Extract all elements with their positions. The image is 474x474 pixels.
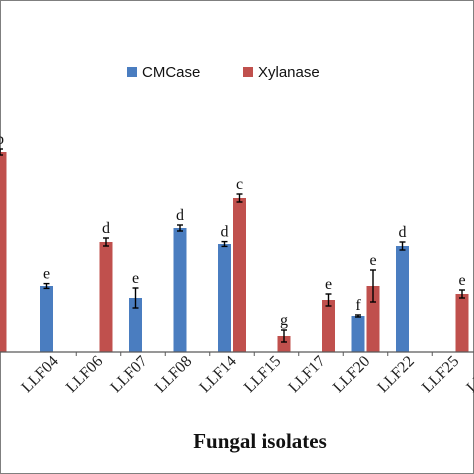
sig-label-cmcase-llf04: e xyxy=(43,266,50,283)
error-bar-xylanase-llf14 xyxy=(236,193,243,203)
sig-label-xylanase-llf20: e xyxy=(369,252,376,269)
error-bar-cmcase-llf20 xyxy=(355,314,361,318)
bar-xylanase-llf20 xyxy=(366,286,380,352)
error-bar-cmcase-llf04 xyxy=(43,282,50,290)
significance-labels-layer: b e d e d d c g e f e d e xyxy=(0,131,466,329)
sig-label-cmcase-llf22: d xyxy=(399,224,407,241)
legend-label-cmcase: CMCase xyxy=(142,64,200,81)
bar-cmcase-llf14 xyxy=(218,244,231,352)
bar-cmcase-llf20 xyxy=(351,316,365,352)
error-bar-xylanase-llf06 xyxy=(103,237,109,247)
x-axis-title: Fungal isolates xyxy=(193,429,327,453)
error-bar-cmcase-llf08 xyxy=(177,224,183,232)
legend-label-xylanase: Xylanase xyxy=(258,64,320,81)
legend: CMCase Xylanase xyxy=(127,64,320,81)
sig-label-cmcase-llf14: d xyxy=(221,224,229,241)
error-bar-cmcase-llf14 xyxy=(221,240,228,248)
bar-xylanase-llf25 xyxy=(455,294,469,352)
error-bar-xylanase-llf15 xyxy=(281,329,287,343)
bar-cmcase-llf22 xyxy=(396,246,409,352)
bar-cmcase-llf07 xyxy=(129,298,142,352)
legend-swatch-xylanase xyxy=(243,67,253,77)
error-bar-xylanase-left-edge xyxy=(0,148,3,156)
error-bar-xylanase-llf20 xyxy=(370,269,376,303)
error-bars-layer xyxy=(0,148,465,343)
sig-label-xylanase-llf25: e xyxy=(458,272,465,289)
error-bar-xylanase-llf17 xyxy=(325,293,332,307)
sig-label-xylanase-llf17: e xyxy=(325,276,332,293)
bar-xylanase-llf06 xyxy=(99,242,113,352)
error-bar-xylanase-llf25 xyxy=(459,289,465,299)
error-bar-cmcase-llf22 xyxy=(399,241,406,251)
bars-layer xyxy=(0,152,469,352)
sig-label-cmcase-llf07: e xyxy=(132,270,139,287)
bar-cmcase-llf08 xyxy=(173,228,187,352)
legend-swatch-cmcase xyxy=(127,67,137,77)
sig-label-xylanase-llf06: d xyxy=(102,220,110,237)
error-bar-cmcase-llf07 xyxy=(132,287,139,309)
bar-xylanase-llf17 xyxy=(322,300,335,352)
sig-label-cmcase-llf08: d xyxy=(176,207,184,224)
bar-cmcase-llf04 xyxy=(40,286,53,352)
bar-xylanase-llf15 xyxy=(277,336,291,352)
bar-xylanase-left-edge xyxy=(0,152,7,352)
sig-label-cmcase-llf20: f xyxy=(355,297,361,314)
sig-label-xylanase-llf15: g xyxy=(280,312,288,329)
sig-label-xylanase-llf14: c xyxy=(236,176,243,193)
sig-label-xylanase-left-edge: b xyxy=(0,131,4,148)
bar-xylanase-llf14 xyxy=(233,198,246,352)
